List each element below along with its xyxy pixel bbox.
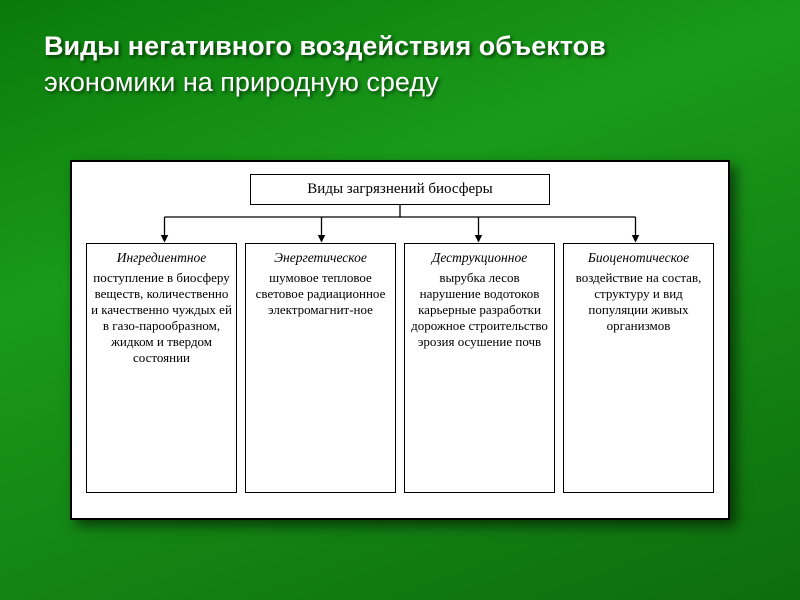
- col-heading: Биоценотическое: [568, 250, 709, 266]
- col-energy: Энергетическое шумовое тепловое световое…: [245, 243, 396, 493]
- col-heading: Ингредиентное: [91, 250, 232, 266]
- col-body: вырубка лесов нарушение водотоков карьер…: [409, 270, 550, 349]
- col-ingredient: Ингредиентное поступление в биосферу вещ…: [86, 243, 237, 493]
- col-heading: Деструкционное: [409, 250, 550, 266]
- tree-connectors: [86, 205, 714, 243]
- title-line-1: Виды негативного воздействия объектов: [44, 28, 760, 64]
- col-body: поступление в биосферу веществ, количест…: [91, 270, 232, 365]
- root-node-label: Виды загрязнений биосферы: [307, 181, 492, 197]
- columns-row: Ингредиентное поступление в биосферу вещ…: [86, 243, 714, 493]
- title-line-2: экономики на природную среду: [44, 64, 760, 100]
- root-node: Виды загрязнений биосферы: [250, 174, 550, 205]
- col-destruction: Деструкционное вырубка лесов нарушение в…: [404, 243, 555, 493]
- col-body: воздействие на состав, структуру и вид п…: [568, 270, 709, 333]
- col-body: шумовое тепловое световое радиационное э…: [250, 270, 391, 318]
- col-heading: Энергетическое: [250, 250, 391, 266]
- col-biocenotic: Биоценотическое воздействие на состав, с…: [563, 243, 714, 493]
- slide-title: Виды негативного воздействия объектов эк…: [44, 28, 760, 101]
- diagram-container: Виды загрязнений биосферы Ингредиентное …: [70, 160, 730, 520]
